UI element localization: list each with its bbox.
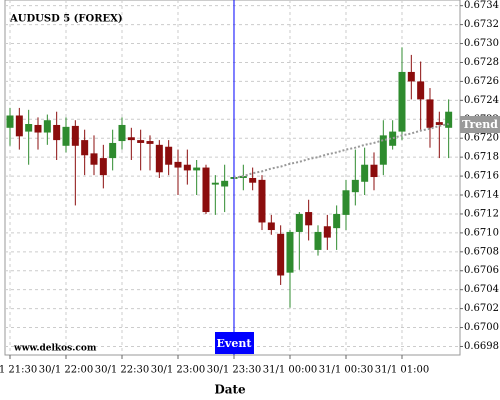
candle-body <box>62 126 70 146</box>
candle-body <box>109 142 117 159</box>
x-tick-label: 31/1 01:00 <box>375 365 429 376</box>
candle-body <box>417 81 425 100</box>
y-tick-label: 0.6706 <box>464 265 499 276</box>
candle-body <box>351 179 359 193</box>
x-tick-label: 30/1 23:30 <box>207 365 261 376</box>
candle-body <box>118 124 126 142</box>
candle-body <box>379 135 387 165</box>
candle-body <box>258 179 266 223</box>
candle-body <box>174 161 182 168</box>
candle-body <box>165 146 173 165</box>
candle-body <box>202 167 210 213</box>
marks <box>6 47 453 308</box>
candle-body <box>323 226 331 238</box>
x-tick-label: 31/1 00:30 <box>319 365 373 376</box>
candle-body <box>81 140 89 156</box>
candle-body <box>25 124 33 132</box>
y-tick-label: 0.6728 <box>464 57 499 68</box>
y-tick-label: 0.6712 <box>464 208 499 219</box>
candle-body <box>361 164 369 182</box>
candle-body <box>193 167 201 171</box>
candle-body <box>426 99 434 128</box>
watermark: www.delkos.com <box>13 344 97 354</box>
grid <box>5 0 460 355</box>
chart-title: AUDUSD 5 (FOREX) <box>9 14 123 25</box>
trend-line <box>233 123 449 179</box>
candle-body <box>34 124 42 133</box>
y-tick-label: 0.6726 <box>464 76 499 87</box>
y-tick-label: 0.6704 <box>464 284 499 295</box>
y-tick-label: 0.6700 <box>464 322 499 333</box>
candle-body <box>286 231 294 273</box>
candle-body <box>435 122 443 125</box>
candle-body <box>90 153 98 165</box>
candle-body <box>43 120 51 133</box>
y-tick-label: 0.6732 <box>464 19 499 30</box>
candle-body <box>445 111 453 128</box>
x-axis-label: Date <box>214 383 246 397</box>
y-tick-label: 0.6714 <box>464 190 499 201</box>
y-tick-label: 0.6730 <box>464 38 499 49</box>
x-tick-label: 30/1 23:00 <box>151 365 205 376</box>
y-tick-label: 0.6718 <box>464 152 499 163</box>
candle-body <box>407 71 415 82</box>
candle-body <box>146 141 154 144</box>
x-tick-label: 30/1 21:30 <box>0 365 37 376</box>
candle-body <box>267 222 275 231</box>
candle-body <box>127 137 135 141</box>
event-box <box>214 332 254 354</box>
candle-body <box>314 231 322 250</box>
y-tick-label: 0.6716 <box>464 171 499 182</box>
candle-body <box>99 158 107 176</box>
y-tick-label: 0.6710 <box>464 227 499 238</box>
candle-body <box>333 213 341 229</box>
candle-body <box>53 124 61 141</box>
candle-body <box>155 144 163 173</box>
x-tick-label: 31/1 00:00 <box>263 365 317 376</box>
candle-body <box>305 212 313 226</box>
candle-body <box>15 115 23 137</box>
trend-label: Trend <box>462 118 498 131</box>
candle-body <box>6 115 14 128</box>
candle-body <box>183 164 191 171</box>
trend-box <box>460 116 500 134</box>
y-tick-label: 0.6702 <box>464 303 499 314</box>
candle-body <box>389 131 397 146</box>
candle-body <box>211 182 219 185</box>
candle-body <box>249 177 257 183</box>
y-tick-label: 0.6698 <box>464 341 499 352</box>
y-tick-label: 0.6720 <box>464 133 499 144</box>
y-tick-label: 0.6734 <box>464 0 499 11</box>
candle-body <box>295 213 303 232</box>
candle-body <box>137 140 145 143</box>
y-tick-label: 0.6724 <box>464 95 499 106</box>
candle-body <box>221 180 229 187</box>
candle-body <box>71 125 79 146</box>
candle-body <box>370 164 378 178</box>
y-tick-label: 0.6708 <box>464 246 499 257</box>
candle-body <box>342 190 350 215</box>
candle-body <box>398 71 406 132</box>
candle-body <box>277 233 285 276</box>
x-tick-label: 30/1 22:30 <box>95 365 149 376</box>
event-label: Event <box>217 337 253 350</box>
x-tick-label: 30/1 22:00 <box>39 365 93 376</box>
